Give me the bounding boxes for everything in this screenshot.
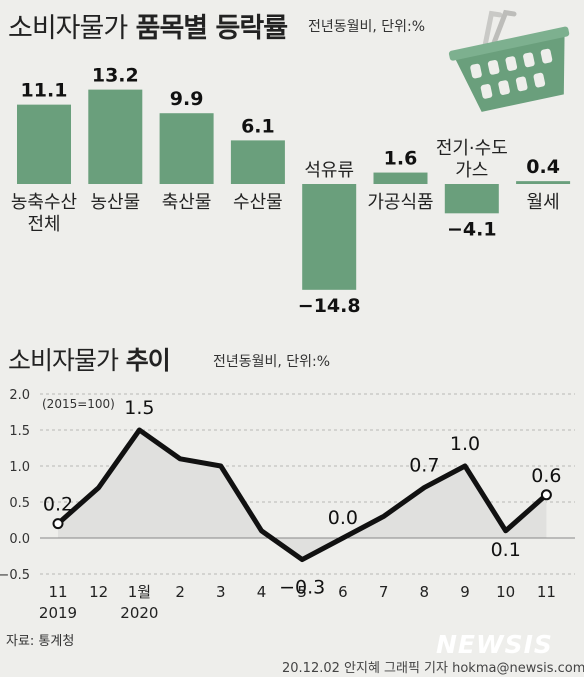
bar-category-label: 가공식품 bbox=[367, 192, 433, 213]
line-chart-title: 소비자물가 추이 bbox=[8, 346, 171, 375]
x-tick-label: 5 bbox=[297, 583, 307, 601]
bar bbox=[230, 140, 285, 184]
bar bbox=[88, 89, 143, 184]
year-label: 2020 bbox=[120, 604, 158, 622]
source-note: 자료: 통계청 bbox=[6, 634, 75, 649]
x-tick-label: 7 bbox=[379, 583, 389, 601]
data-label: 1.5 bbox=[124, 397, 154, 419]
bar-category-label: 축산물 bbox=[162, 192, 212, 213]
bar-category-label: 전기·수도 bbox=[436, 138, 508, 159]
bar-category-label: 농산물 bbox=[90, 192, 140, 213]
bar bbox=[373, 172, 428, 184]
newsis-watermark: NEWSIS bbox=[436, 630, 553, 659]
line-chart: 2.0 1.5 1.0 0.5 0.0 −0.5 (2015=100) 0.2 1.5 −0.3 0… bbox=[0, 388, 575, 622]
y-tick-label: −0.5 bbox=[0, 568, 30, 583]
x-tick-label: 1월 bbox=[128, 583, 151, 601]
data-label: 0.6 bbox=[531, 465, 561, 487]
data-label: 1.0 bbox=[450, 433, 480, 455]
endpoint-marker bbox=[540, 489, 552, 501]
x-tick-label: 11 bbox=[537, 583, 556, 601]
bar-value-label: 1.6 bbox=[384, 148, 418, 170]
x-tick-label: 6 bbox=[338, 583, 348, 601]
bar-value-label: 11.1 bbox=[21, 80, 68, 102]
bar-value-label: −4.1 bbox=[447, 218, 497, 240]
x-tick-label: 10 bbox=[496, 583, 515, 601]
x-tick-label: 2 bbox=[175, 583, 185, 601]
y-tick-label: 0.0 bbox=[9, 532, 30, 547]
bar-category-label: 수산물 bbox=[233, 192, 283, 213]
line-chart-subtitle: 전년동월비, 단위:% bbox=[213, 354, 331, 370]
shopping-basket-icon bbox=[444, 2, 584, 112]
y-tick-label: 2.0 bbox=[9, 388, 30, 403]
area-fill bbox=[58, 430, 547, 560]
bar-value-label: 6.1 bbox=[241, 115, 275, 137]
data-label: 0.2 bbox=[43, 494, 73, 516]
y-tick-label: 1.0 bbox=[9, 460, 30, 475]
bar-category-label: 농축수산 bbox=[11, 192, 77, 213]
bar bbox=[302, 184, 357, 290]
endpoint-marker bbox=[52, 518, 64, 530]
bar-value-label: 9.9 bbox=[170, 88, 204, 110]
credit-line: 20.12.02 안지혜 그래픽 기자 hokma@newsis.com bbox=[282, 661, 584, 676]
x-tick-label: 11 bbox=[48, 583, 67, 601]
bar-category-label: 월세 bbox=[527, 192, 560, 213]
bar-category-label: 석유류 bbox=[304, 160, 354, 181]
x-tick-label: 9 bbox=[460, 583, 470, 601]
x-tick-label: 4 bbox=[257, 583, 267, 601]
bar-chart-title: 소비자물가 품목별 등락률 bbox=[8, 13, 288, 44]
year-label: 2019 bbox=[39, 604, 77, 622]
data-label: −0.3 bbox=[279, 577, 325, 599]
x-tick-label: 8 bbox=[420, 583, 430, 601]
x-tick-label: 3 bbox=[216, 583, 226, 601]
base-year-note: (2015=100) bbox=[42, 397, 115, 411]
y-tick-label: 1.5 bbox=[9, 424, 30, 439]
bar-value-label: 13.2 bbox=[92, 65, 139, 87]
bar bbox=[159, 113, 214, 184]
trend-line bbox=[55, 427, 549, 563]
x-tick-label: 12 bbox=[89, 583, 108, 601]
bar bbox=[17, 104, 71, 184]
bar-value-label: −14.8 bbox=[298, 295, 361, 317]
bar bbox=[444, 184, 499, 214]
bar-category-label: 전체 bbox=[27, 214, 60, 235]
bar-value-label: 0.4 bbox=[526, 156, 560, 178]
data-label: 0.1 bbox=[491, 539, 521, 561]
data-label: 0.0 bbox=[328, 507, 358, 529]
y-tick-label: 0.5 bbox=[9, 496, 30, 511]
data-label: 0.7 bbox=[409, 455, 439, 477]
bar bbox=[516, 181, 571, 184]
bar-category-label: 가스 bbox=[455, 160, 488, 181]
bar-chart-subtitle: 전년동월비, 단위:% bbox=[308, 19, 426, 35]
